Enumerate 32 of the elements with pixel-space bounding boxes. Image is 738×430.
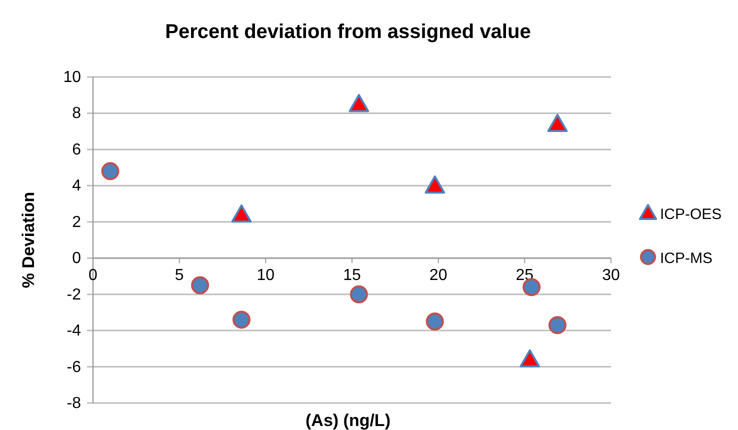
point	[548, 316, 566, 334]
point	[191, 276, 210, 294]
x-tick-label: 20	[429, 267, 448, 284]
y-tick-label: -8	[66, 395, 82, 412]
point	[547, 114, 568, 132]
point	[348, 94, 370, 112]
y-tick-label: -6	[66, 358, 82, 376]
point	[424, 175, 446, 194]
point	[232, 310, 250, 329]
y-tick-label: -2	[66, 286, 82, 304]
y-tick-label: 2	[72, 214, 82, 231]
y-tick-label: 6	[72, 141, 82, 158]
y-tick-label: 10	[63, 69, 82, 86]
y-tick-label: -4	[66, 322, 82, 340]
y-tick-label: 4	[72, 178, 82, 195]
x-axis-title: (As) (ng/L)	[306, 411, 390, 430]
x-tick-label: 5	[174, 267, 184, 284]
y-tick-label: 0	[72, 250, 82, 268]
point	[231, 204, 252, 223]
y-axis-title: % Deviation	[19, 192, 38, 288]
point	[426, 312, 444, 330]
x-tick-label: 30	[602, 267, 620, 284]
x-tick-label: 0	[88, 267, 98, 284]
legend-label: ICP-OES	[660, 206, 722, 223]
legend-label: ICP-MS	[660, 250, 712, 267]
point	[522, 278, 541, 296]
x-tick-label: 10	[256, 267, 275, 284]
x-tick-label: 15	[343, 267, 361, 284]
point	[350, 285, 368, 304]
chart-title: Percent deviation from assigned value	[165, 21, 531, 43]
point	[101, 162, 120, 180]
y-tick-label: 8	[72, 105, 82, 122]
